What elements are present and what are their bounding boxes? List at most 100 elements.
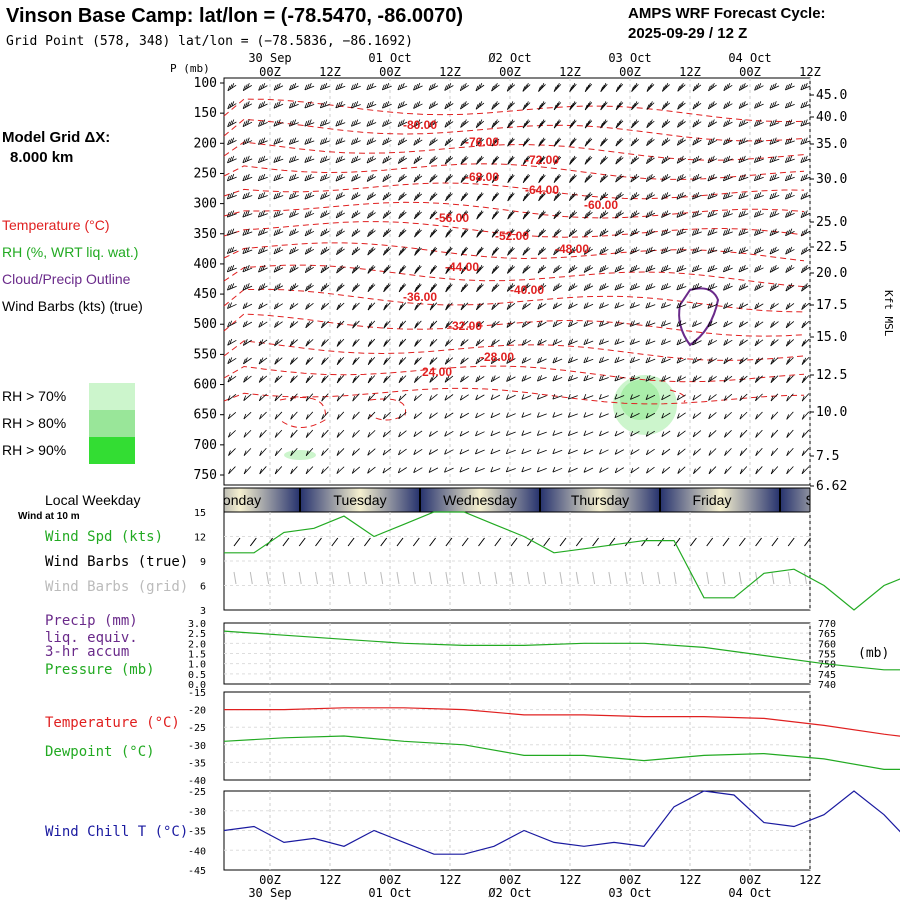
- wind-barb-flag: [262, 173, 266, 180]
- wind-barb-flag: [445, 213, 448, 220]
- wind-barb: [258, 393, 267, 402]
- wind-barb-flag: [804, 264, 808, 271]
- wind-barb-flag: [462, 321, 465, 327]
- wind-barb-flag: [599, 285, 602, 291]
- wind-barb-flag: [260, 284, 264, 290]
- wind-barb-flag: [773, 137, 777, 143]
- wind-barb-flag: [353, 303, 357, 309]
- wind-barb-flag: [289, 359, 293, 365]
- wind-barb-flag: [587, 137, 591, 143]
- wind-barb-staff: [490, 468, 501, 473]
- wind-barb: [785, 339, 794, 347]
- wind-barb-flag: [521, 448, 525, 454]
- wind-barb-flag: [802, 101, 806, 108]
- wind-barb-flag: [758, 228, 762, 234]
- surface-wind-barb: [755, 537, 762, 547]
- wind-barb-flag: [804, 82, 808, 89]
- wind-barb-flag: [615, 86, 619, 92]
- wind-barb: [521, 320, 531, 328]
- wind-barb-flag: [475, 358, 479, 365]
- wind-barb-flag: [229, 138, 233, 144]
- wind-barb: [552, 394, 563, 400]
- wind-barb-flag: [491, 195, 495, 202]
- wind-barb: [227, 173, 237, 182]
- wind-barb: [335, 101, 346, 109]
- wind-barb: [553, 246, 562, 256]
- wind-barb-flag: [600, 122, 603, 129]
- wind-barb-flag: [307, 375, 311, 382]
- wind-barb: [319, 101, 330, 109]
- wind-barb: [490, 394, 501, 401]
- wind-barb: [382, 210, 392, 219]
- wind-barb-flag: [462, 120, 465, 127]
- wind-barb-flag: [462, 339, 465, 345]
- wind-barb-flag: [754, 285, 757, 291]
- wind-barb-flag: [308, 228, 312, 234]
- wind-barb-flag: [632, 375, 635, 381]
- wind-barb-staff: [521, 395, 532, 400]
- wind-barb: [676, 356, 687, 364]
- wind-barb: [304, 246, 315, 255]
- wind-barb-flag: [337, 83, 341, 90]
- wind-barb-staff: [444, 430, 454, 437]
- wind-barb-flag: [771, 247, 775, 254]
- wind-barb: [692, 394, 702, 401]
- wind-barb-flag: [508, 212, 512, 218]
- wind-barb-flag: [678, 193, 682, 199]
- wind-barb-flag: [305, 322, 309, 329]
- wind-barb: [289, 283, 299, 292]
- temperature-contour: [669, 389, 686, 403]
- wind-barb-staff: [599, 431, 609, 437]
- wind-barb-flag: [771, 302, 775, 309]
- wind-barb: [274, 466, 283, 475]
- wind-barb-flag: [784, 121, 788, 127]
- wind-barb-flag: [554, 320, 558, 326]
- wind-barb-flag: [429, 413, 432, 419]
- wind-barb-staff: [414, 338, 422, 347]
- wind-barb-flag: [536, 412, 540, 418]
- wind-barb-flag: [692, 139, 696, 146]
- wind-barb-flag: [680, 264, 684, 271]
- wind-barb-flag: [432, 155, 436, 162]
- wind-barb-flag: [431, 193, 434, 200]
- wind-barb-flag: [273, 103, 277, 109]
- wind-barb-staff: [398, 430, 407, 438]
- wind-barb-flag: [663, 229, 666, 235]
- wind-barb-flag: [490, 358, 494, 364]
- wind-barb-flag: [803, 375, 807, 382]
- wind-barb-flag: [756, 211, 759, 217]
- wind-barb-flag: [227, 358, 231, 364]
- wind-barb-staff: [692, 358, 702, 364]
- wind-barb-flag: [538, 86, 541, 92]
- kft-tick-label: 20.0: [816, 266, 847, 281]
- wind-barb-flag: [725, 84, 729, 90]
- wind-barb: [753, 228, 764, 236]
- wind-barb-flag: [584, 159, 588, 165]
- wind-barb-flag: [242, 340, 246, 346]
- wind-barb-flag: [382, 413, 386, 420]
- wind-barb: [693, 466, 701, 474]
- grid-wind-barb: [266, 571, 270, 585]
- wind-barb-flag: [307, 339, 310, 345]
- wind-barb-flag: [661, 86, 665, 92]
- wind-barb: [227, 155, 237, 164]
- wind-barb-flag: [508, 157, 512, 163]
- wind-barb-staff: [785, 303, 795, 310]
- wind-barb: [351, 466, 361, 474]
- wind-barb-flag: [723, 321, 726, 328]
- wind-barb-flag: [634, 119, 638, 125]
- wind-barb-flag: [769, 212, 773, 218]
- wind-barb-flag: [337, 174, 341, 181]
- wind-barb: [491, 82, 500, 92]
- wind-barb-staff: [429, 357, 438, 365]
- top-time-tick-label: 12Z: [559, 65, 581, 79]
- wind-barb-staff: [755, 393, 763, 402]
- wind-barb-flag: [553, 213, 557, 219]
- wind-barb: [738, 228, 749, 236]
- wind-barb-flag: [446, 139, 450, 145]
- wind-barb: [397, 137, 408, 146]
- wind-barb-flag: [680, 119, 684, 125]
- wind-barb-flag: [275, 284, 279, 290]
- wind-barb-flag: [494, 264, 498, 271]
- surface-wind-barb: [445, 537, 453, 547]
